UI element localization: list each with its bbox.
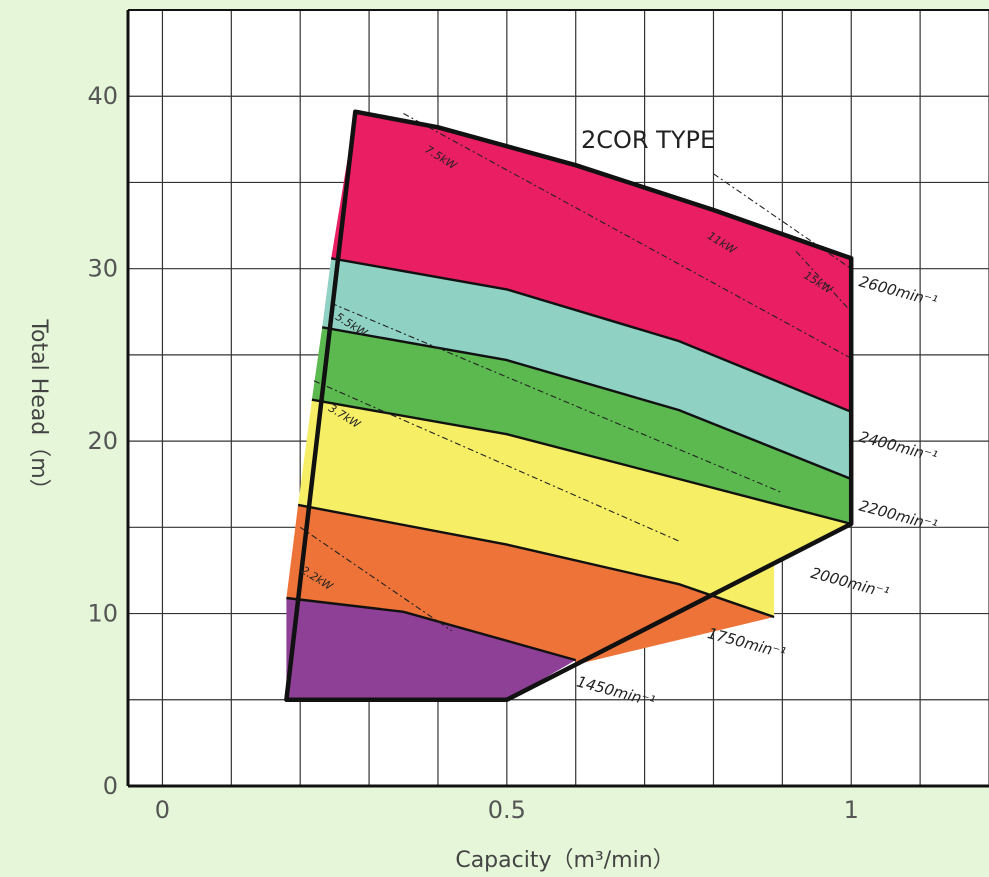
- power-line-7-5kW: [403, 113, 852, 359]
- speed-curve-1750: [286, 596, 577, 662]
- speed-curve-2200: [311, 398, 852, 526]
- band-2000: [298, 399, 852, 617]
- speed-curve-2000: [297, 503, 775, 619]
- y-tick-label: 20: [87, 427, 118, 455]
- speed-curve-2400: [321, 326, 852, 481]
- operating-envelope: [284, 109, 854, 703]
- y-tick-label: 10: [87, 600, 118, 628]
- x-tick-label: 0: [155, 796, 170, 824]
- y-tick-label: 40: [87, 82, 118, 110]
- y-tick-label: 0: [103, 772, 118, 800]
- y-axis-title: Total Head（m）: [26, 318, 51, 500]
- power-line-5-5kW: [330, 302, 783, 494]
- x-axis-title: Capacity（m³/min）: [455, 848, 674, 873]
- band-2400: [322, 258, 852, 479]
- power-line-2-2kW: [299, 526, 453, 632]
- x-tick-label: 0.5: [488, 796, 526, 824]
- y-tick-label: 30: [87, 255, 118, 283]
- speed-curve-2600: [330, 257, 852, 413]
- band-2200: [311, 327, 852, 524]
- x-tick-label: 1: [844, 796, 859, 824]
- power-line-3-7kW: [313, 380, 680, 542]
- band-1450: [286, 598, 576, 700]
- chart-title: 2COR TYPE: [581, 126, 715, 154]
- band-2600: [331, 111, 852, 412]
